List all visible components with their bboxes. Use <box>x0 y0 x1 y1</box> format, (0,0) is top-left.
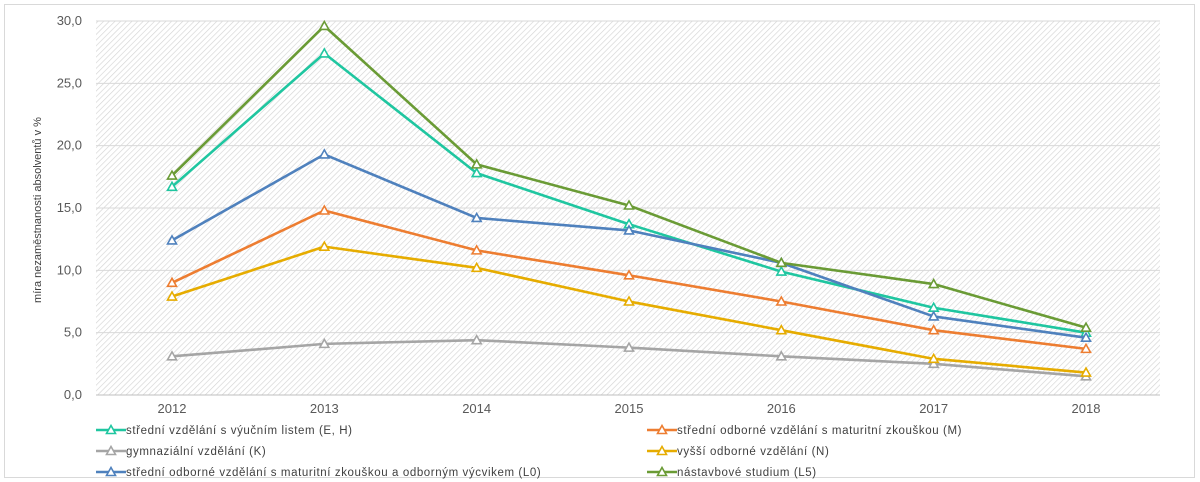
data-point-marker <box>927 324 940 335</box>
legend-label: střední vzdělání s výučním listem (E, H) <box>126 425 353 437</box>
data-point-marker <box>775 295 788 306</box>
y-tick-label: 15,0 <box>57 200 82 215</box>
data-point-marker <box>775 265 788 276</box>
y-axis-label: míra nezaměstnanosti absolventů v % <box>32 117 44 303</box>
data-point-marker <box>166 180 178 192</box>
x-tick-label: 2016 <box>767 401 796 416</box>
data-point-marker <box>1080 321 1092 332</box>
y-tick-label: 0,0 <box>64 387 82 402</box>
data-point-marker <box>656 423 668 435</box>
series-line-group <box>166 19 1092 332</box>
data-point-marker <box>656 444 668 456</box>
data-point-marker <box>623 295 635 306</box>
data-point-marker <box>656 465 668 477</box>
data-point-marker <box>318 47 331 58</box>
data-point-marker <box>318 204 331 215</box>
data-point-marker <box>470 211 483 223</box>
data-point-marker <box>166 234 178 245</box>
legend-item: gymnaziální vzdělání (K) <box>96 444 266 458</box>
data-point-marker <box>318 337 331 349</box>
legend-item: střední odborné vzdělání s maturitní zko… <box>647 423 962 437</box>
legend: střední vzdělání s výučním listem (E, H)… <box>96 423 962 479</box>
legend-label: nástavbové studium (L5) <box>677 467 817 479</box>
data-point-marker <box>775 324 788 335</box>
data-point-marker <box>927 352 940 364</box>
data-point-marker <box>775 350 788 361</box>
data-point-marker <box>166 169 178 180</box>
data-point-marker <box>318 240 331 251</box>
x-tick-label: 2012 <box>158 401 187 416</box>
data-point-marker <box>470 334 483 345</box>
y-tick-label: 25,0 <box>57 75 82 90</box>
data-point-marker <box>927 357 940 369</box>
series-line-group <box>166 334 1092 381</box>
data-point-marker <box>105 465 117 477</box>
y-tick-label: 5,0 <box>64 325 82 340</box>
legend-item: střední odborné vzdělání s maturitní zko… <box>96 465 541 479</box>
data-point-marker <box>623 224 635 235</box>
legend-label: střední odborné vzdělání s maturitní zko… <box>677 425 962 437</box>
legend-label: gymnaziální vzdělání (K) <box>126 446 266 458</box>
data-point-marker <box>1080 331 1092 342</box>
data-point-marker <box>105 423 117 435</box>
data-point-marker <box>166 350 178 361</box>
x-axis-tick-labels: 2012 2013 2014 2015 2016 2017 2018 <box>158 401 1101 416</box>
x-tick-label: 2015 <box>615 401 644 416</box>
data-point-marker <box>166 276 178 288</box>
data-series <box>166 19 1092 381</box>
data-point-marker <box>927 310 940 321</box>
data-point-marker <box>775 256 788 268</box>
legend-item: nástavbové studium (L5) <box>647 465 817 479</box>
data-point-marker <box>318 19 331 31</box>
series-line-group <box>166 47 1092 337</box>
x-tick-label: 2013 <box>310 401 339 416</box>
data-point-marker <box>623 269 635 280</box>
data-point-marker <box>623 199 635 210</box>
data-point-marker <box>105 444 117 456</box>
data-point-marker <box>470 244 483 255</box>
x-tick-label: 2017 <box>919 401 948 416</box>
data-point-marker <box>470 261 483 273</box>
legend-label: střední odborné vzdělání s maturitní zko… <box>126 467 541 479</box>
data-point-marker <box>470 158 483 169</box>
data-point-marker <box>623 341 635 352</box>
x-tick-label: 2018 <box>1072 401 1101 416</box>
legend-item: vyšší odborné vzdělání (N) <box>647 444 829 458</box>
legend-item: střední vzdělání s výučním listem (E, H) <box>96 423 353 437</box>
data-point-marker <box>470 166 483 178</box>
data-point-marker <box>1080 342 1092 354</box>
data-point-marker <box>1080 366 1092 377</box>
series-line-group <box>166 148 1092 342</box>
x-tick-label: 2014 <box>462 401 491 416</box>
data-point-marker <box>927 277 940 289</box>
data-point-marker <box>166 290 178 301</box>
legend-label: vyšší odborné vzdělání (N) <box>677 446 829 458</box>
series-line-group <box>166 240 1092 377</box>
data-point-marker <box>318 148 331 159</box>
y-tick-label: 30,0 <box>57 13 82 28</box>
y-axis-tick-labels: 0,0 5,0 10,0 15,0 20,0 25,0 30,0 <box>57 13 82 402</box>
series-line-group <box>166 204 1092 354</box>
y-tick-label: 20,0 <box>57 138 82 153</box>
y-tick-label: 10,0 <box>57 262 82 277</box>
